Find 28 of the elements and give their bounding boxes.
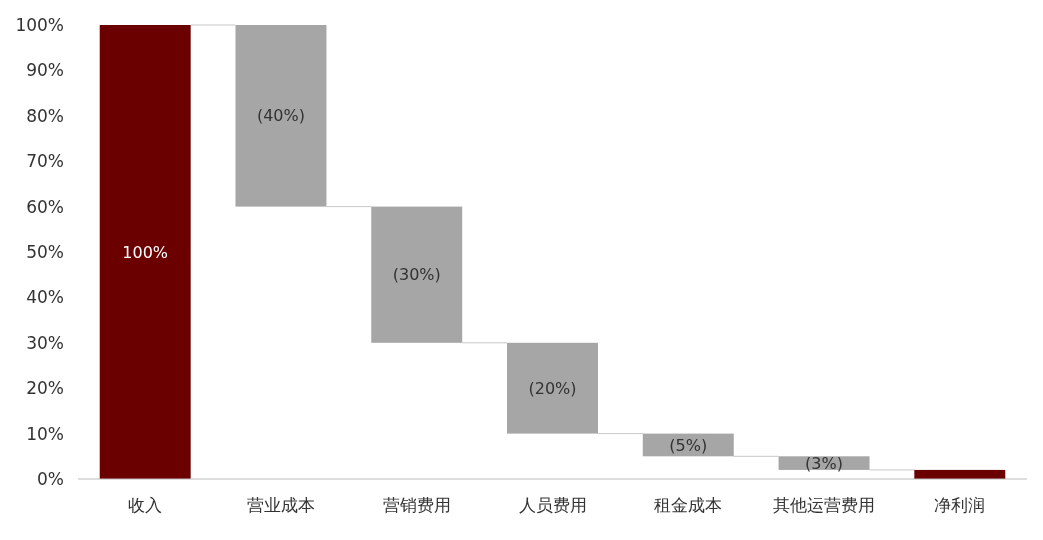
y-tick-label: 90% [26,60,64,81]
y-tick-label: 10% [26,423,64,444]
data-label: (30%) [392,265,441,285]
x-tick-label: 租金成本 [654,495,723,515]
y-tick-label: 100% [15,14,64,35]
x-tick-label: 营业成本 [246,495,315,515]
data-label: 100% [122,242,169,262]
y-tick-label: 20% [26,378,64,399]
data-label: (20%) [528,378,577,398]
bar [371,206,463,343]
x-tick-label: 收入 [128,495,163,515]
bar [99,25,191,479]
y-tick-label: 0% [37,468,64,489]
y-tick-label: 80% [26,105,64,126]
y-tick-label: 60% [26,196,64,217]
y-tick-label: 40% [26,287,64,308]
y-tick-label: 30% [26,332,64,353]
y-tick-label: 70% [26,151,64,172]
data-label: (5%) [669,435,708,455]
x-tick-label: 净利润 [934,495,986,515]
x-tick-label: 营销费用 [382,495,451,515]
data-label: (40%) [256,106,305,126]
bar [235,25,327,207]
bar [507,342,598,434]
x-tick-label: 人员费用 [518,495,587,515]
x-tick-label: 其他运营费用 [773,495,876,515]
y-tick-label: 50% [26,241,64,262]
data-label: (3%) [805,453,843,473]
